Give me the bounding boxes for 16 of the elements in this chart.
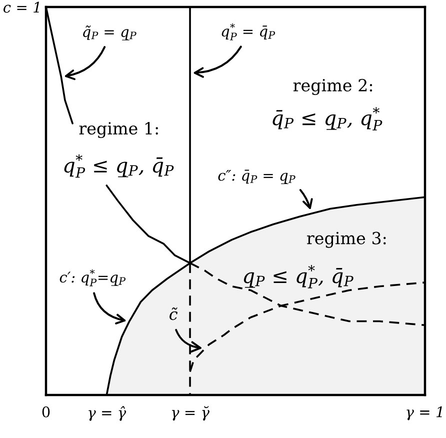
annotation: regime 1: [79, 122, 158, 138]
x-tick-label: γ = γ̂ [88, 406, 126, 421]
annotation: q$^{*}$$_{P}$ ≤ q̲$_{P}$, q̄$_{P}$ [64, 154, 174, 178]
annotation: regime 3: [307, 232, 386, 248]
x-tick-label: γ = γ̆ [172, 406, 210, 421]
annotation: q̲$_{P}$ ≤ q$^{*}$$_{P}$, q̄$_{P}$ [244, 264, 354, 288]
annotation: q̃$_{P}$ = q̲$_{P}$ [83, 26, 136, 40]
annotation: c″: q̄$_{P}$ = q̲$_{P}$ [218, 170, 296, 184]
x-tick-label: γ = 1 [406, 406, 442, 420]
annotation: q̄$_{P}$ ≤ q̲$_{P}$, q$^{*}$$_{P}$ [272, 107, 382, 130]
x-tick-label: 0 [42, 406, 50, 418]
annotation: c̃ [170, 307, 178, 320]
annotation: q$^{*}$$_{P}$ = q̄$_{P}$ [222, 23, 276, 40]
annotation: c′: q$^{*}$$_{P}$=q̲$_{P}$ [60, 269, 126, 286]
y-tick-label: c = 1 [4, 2, 39, 13]
annotation: regime 2: [293, 78, 372, 95]
